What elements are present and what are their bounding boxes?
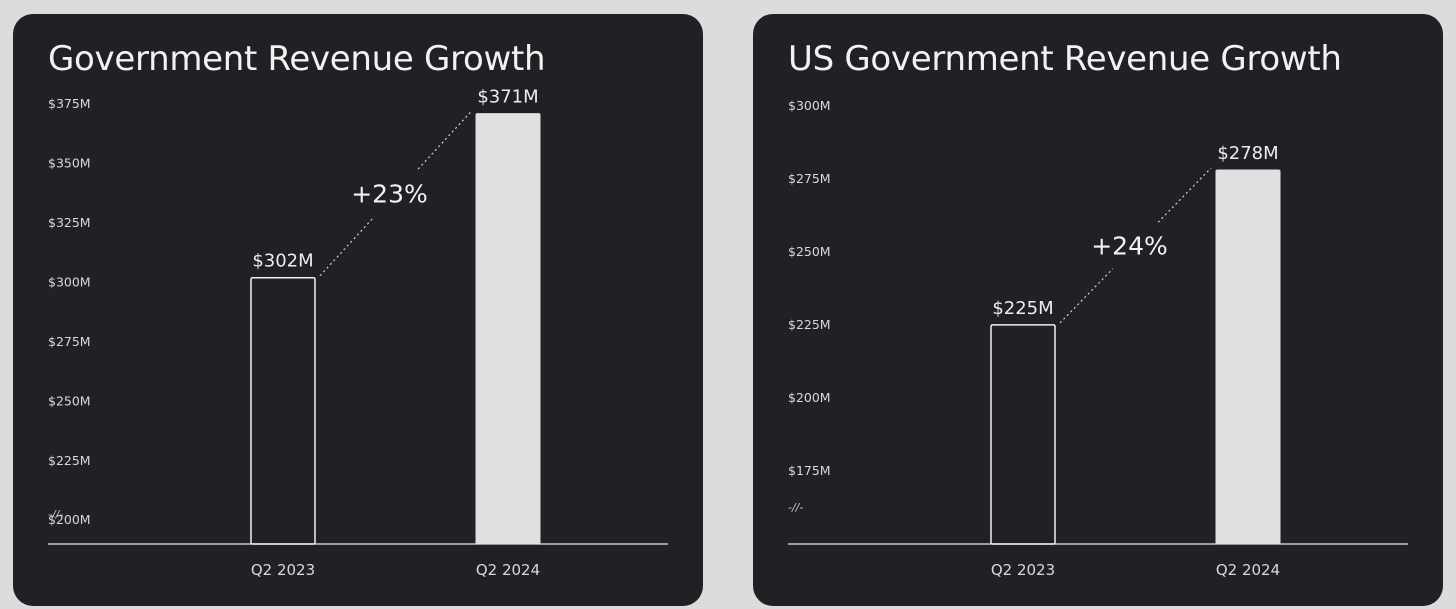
bar-q2-2023 [990,324,1056,545]
y-tick-label: $200M [788,390,831,405]
chart-panel-us-government: US Government Revenue Growth $175M $200M $… [753,14,1443,606]
y-tick-label: $375M [48,96,91,111]
growth-connector-line [1059,268,1114,324]
chart-title: Government Revenue Growth [48,39,546,79]
chart-panel-government: Government Revenue Growth $200M $225M $250… [13,14,703,606]
y-tick-label: $300M [48,274,91,289]
bar-value-label: $371M [477,87,538,108]
chart-canvas: $175M $200M $225M $250M $275M $300M -//- $225M Q… [788,98,1408,579]
bar-value-label: $225M [992,298,1053,319]
bar-q2-2023 [250,276,316,545]
y-tick-label: $200M [48,512,91,527]
y-tick-label: $300M [788,98,831,113]
y-tick-label: $225M [788,317,831,332]
growth-label: +24% [1091,231,1168,260]
y-tick-label: $250M [788,244,831,259]
bar-value-label: $278M [1217,143,1278,164]
growth-label: +23% [351,180,428,209]
x-tick-label: Q2 2023 [251,561,315,579]
axis-break-mark: -//- [48,508,63,521]
x-tick-label: Q2 2024 [1216,561,1280,579]
y-tick-label: $250M [48,393,91,408]
chart-title: US Government Revenue Growth [788,39,1342,79]
y-tick-label: $175M [788,463,831,478]
y-tick-label: $275M [48,334,91,349]
x-tick-label: Q2 2024 [476,561,540,579]
axis-break-mark: -//- [788,501,803,514]
y-tick-label: $325M [48,215,91,230]
growth-connector-line [319,217,374,277]
x-tick-label: Q2 2023 [991,561,1055,579]
y-tick-label: $275M [788,171,831,186]
bar-value-label: $302M [252,251,313,272]
y-tick-label: $350M [48,156,91,171]
chart-canvas: $200M $225M $250M $275M $300M $325M $350M $375M… [48,87,668,579]
growth-connector-line [417,111,472,170]
y-tick-label: $225M [48,453,91,468]
bar-q2-2024 [475,113,541,545]
bar-q2-2024 [1215,169,1281,545]
growth-connector-line [1157,167,1212,223]
